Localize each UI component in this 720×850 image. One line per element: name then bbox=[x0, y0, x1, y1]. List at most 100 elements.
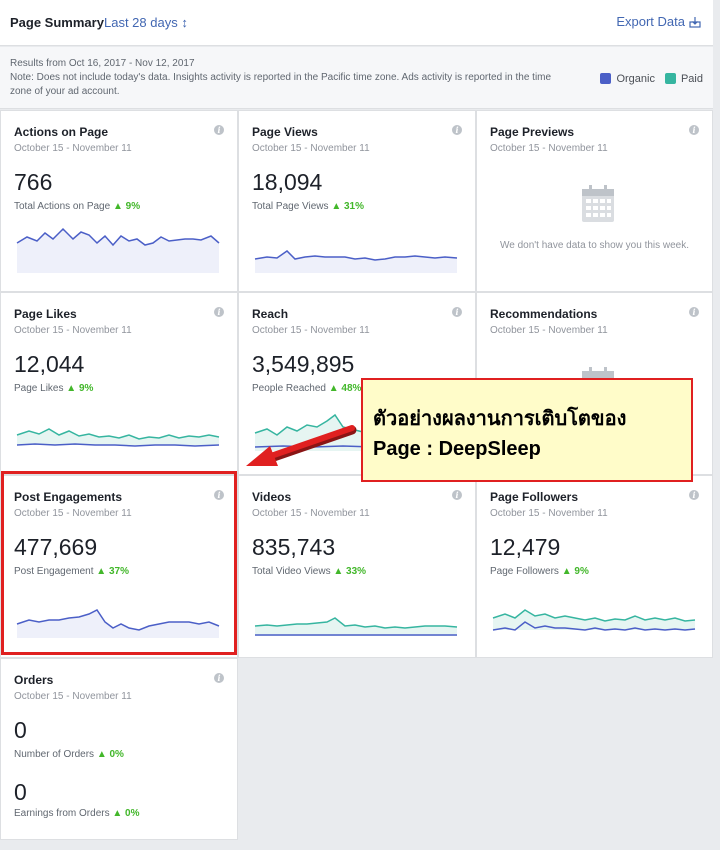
card-title: Page Views bbox=[252, 125, 318, 139]
card-value: 835,743 bbox=[252, 534, 336, 560]
card-value: 766 bbox=[14, 169, 53, 195]
page-title: Page Summary bbox=[10, 15, 104, 30]
sparkline-page-views bbox=[254, 250, 458, 273]
card-value: 12,479 bbox=[490, 534, 561, 560]
card-date: October 15 - November 11 bbox=[252, 325, 370, 336]
sparkline-page-followers bbox=[492, 609, 696, 631]
date-range-selector[interactable]: Last 28 days ↕ bbox=[104, 15, 188, 30]
card-date: October 15 - November 11 bbox=[490, 508, 608, 519]
sparkline-actions bbox=[16, 227, 220, 273]
card-subtitle-text: People Reached bbox=[252, 383, 326, 394]
card-subtitle: Post Engagement ▲ 37% bbox=[14, 566, 129, 577]
card-actions-on-page[interactable]: Actions on Page October 15 - November 11… bbox=[0, 110, 238, 292]
change-badge: ▲ 48% bbox=[328, 383, 362, 394]
card-title: Page Followers bbox=[490, 490, 579, 504]
card-subtitle-text: Page Likes bbox=[14, 383, 64, 394]
results-dates: Oct 16, 2017 - Nov 12, 2017 bbox=[68, 58, 195, 69]
card-post-engagements[interactable]: Post Engagements October 15 - November 1… bbox=[0, 475, 238, 658]
results-notes: Results from Oct 16, 2017 - Nov 12, 2017… bbox=[0, 47, 713, 109]
card-date: October 15 - November 11 bbox=[14, 508, 132, 519]
card-subtitle-text: Page Followers bbox=[490, 566, 559, 577]
change-badge: ▲ 0% bbox=[96, 749, 124, 760]
card-date: October 15 - November 11 bbox=[490, 325, 608, 336]
timezone-note: Note: Does not include today's data. Ins… bbox=[10, 72, 552, 97]
card-subtitle: Total Actions on Page ▲ 9% bbox=[14, 201, 140, 212]
info-icon[interactable]: i bbox=[214, 673, 224, 683]
info-icon[interactable]: i bbox=[689, 307, 699, 317]
info-icon[interactable]: i bbox=[214, 125, 224, 135]
paid-swatch bbox=[664, 73, 676, 84]
info-icon[interactable]: i bbox=[689, 125, 699, 135]
card-subtitle: Total Page Views ▲ 31% bbox=[252, 201, 364, 212]
card-date: October 15 - November 11 bbox=[490, 143, 608, 154]
export-data-button[interactable]: Export Data bbox=[616, 14, 701, 29]
highlight-frame bbox=[1, 471, 237, 655]
card-date: October 15 - November 11 bbox=[14, 143, 132, 154]
sparkline-page-likes bbox=[16, 428, 220, 447]
export-data-label: Export Data bbox=[616, 14, 685, 29]
card-page-views[interactable]: Page Views October 15 - November 11 i 18… bbox=[238, 110, 476, 292]
orders-earnings-value: 0 bbox=[14, 779, 27, 805]
legend: Organic Paid bbox=[600, 73, 703, 85]
card-title: Videos bbox=[252, 490, 292, 504]
card-title: Reach bbox=[252, 307, 289, 321]
legend-organic-label: Organic bbox=[616, 73, 655, 85]
card-subtitle-text: Total Page Views bbox=[252, 201, 329, 212]
card-title: Post Engagements bbox=[14, 490, 123, 504]
orders-count-subtitle: Number of Orders ▲ 0% bbox=[14, 749, 124, 760]
sparkline-post-engagements bbox=[16, 609, 220, 638]
card-date: October 15 - November 11 bbox=[252, 508, 370, 519]
no-data-message: We don't have data to show you this week… bbox=[499, 240, 690, 251]
card-subtitle: Page Likes ▲ 9% bbox=[14, 383, 93, 394]
card-subtitle-text: Total Video Views bbox=[252, 566, 331, 577]
results-prefix: Results from bbox=[10, 58, 69, 69]
organic-swatch bbox=[600, 73, 612, 84]
info-icon[interactable]: i bbox=[214, 307, 224, 317]
card-subtitle-text: Earnings from Orders bbox=[14, 808, 110, 819]
legend-organic: Organic bbox=[600, 73, 655, 85]
info-icon[interactable]: i bbox=[214, 490, 224, 500]
change-badge: ▲ 9% bbox=[561, 566, 589, 577]
card-date: October 15 - November 11 bbox=[14, 691, 132, 702]
card-title: Actions on Page bbox=[14, 125, 109, 139]
card-orders[interactable]: Orders October 15 - November 11 i 0 Numb… bbox=[0, 658, 238, 840]
info-icon[interactable]: i bbox=[452, 307, 462, 317]
sparkline-videos bbox=[254, 617, 458, 636]
card-subtitle-text: Number of Orders bbox=[14, 749, 95, 760]
legend-paid-label: Paid bbox=[680, 73, 703, 85]
card-page-likes[interactable]: Page Likes October 15 - November 11 i 12… bbox=[0, 292, 238, 475]
results-range: Results from Oct 16, 2017 - Nov 12, 2017 bbox=[10, 58, 195, 69]
card-title: Orders bbox=[14, 673, 54, 687]
change-badge: ▲ 33% bbox=[333, 566, 367, 577]
change-badge: ▲ 0% bbox=[112, 808, 140, 819]
download-icon bbox=[689, 16, 701, 28]
annotation-callout: ตัวอย่างผลงานการเติบโตของ Page : DeepSle… bbox=[361, 378, 693, 482]
card-title: Recommendations bbox=[490, 307, 598, 321]
page-summary-header: Page Summary Last 28 days ↕ Export Data bbox=[0, 0, 713, 46]
callout-line-1: ตัวอย่างผลงานการเติบโตของ bbox=[373, 408, 627, 430]
card-videos[interactable]: Videos October 15 - November 11 i 835,74… bbox=[238, 475, 476, 658]
card-subtitle-text: Post Engagement bbox=[14, 566, 94, 577]
card-page-previews[interactable]: Page Previews October 15 - November 11 i… bbox=[476, 110, 713, 292]
change-badge: ▲ 9% bbox=[66, 383, 94, 394]
change-badge: ▲ 9% bbox=[112, 201, 141, 212]
orders-earnings-subtitle: Earnings from Orders ▲ 0% bbox=[14, 808, 140, 819]
info-icon[interactable]: i bbox=[452, 125, 462, 135]
legend-paid: Paid bbox=[664, 73, 703, 85]
card-date: October 15 - November 11 bbox=[252, 143, 370, 154]
card-subtitle-text: Total Actions on Page bbox=[14, 201, 111, 212]
card-subtitle: People Reached ▲ 48% bbox=[252, 383, 361, 394]
card-date: October 15 - November 11 bbox=[14, 325, 132, 336]
card-value: 12,044 bbox=[14, 351, 85, 377]
card-title: Page Likes bbox=[14, 307, 77, 321]
card-title: Page Previews bbox=[490, 125, 575, 139]
card-value: 3,549,895 bbox=[252, 351, 355, 377]
change-badge: ▲ 37% bbox=[96, 566, 129, 577]
info-icon[interactable]: i bbox=[689, 490, 699, 500]
info-icon[interactable]: i bbox=[452, 490, 462, 500]
card-subtitle: Page Followers ▲ 9% bbox=[490, 566, 589, 577]
calendar-icon bbox=[582, 185, 614, 222]
card-subtitle: Total Video Views ▲ 33% bbox=[252, 566, 366, 577]
callout-line-2: Page : DeepSleep bbox=[373, 438, 541, 460]
card-page-followers[interactable]: Page Followers October 15 - November 11 … bbox=[476, 475, 713, 658]
